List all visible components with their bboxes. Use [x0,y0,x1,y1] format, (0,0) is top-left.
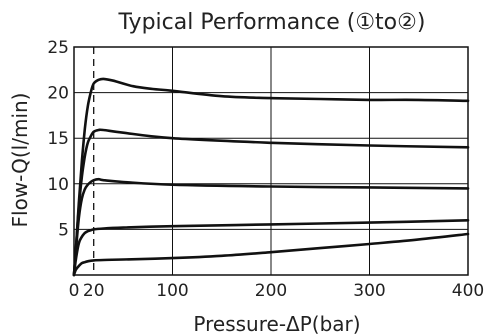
x-tick-label: 100 [156,281,188,301]
flow-curve-3 [72,177,470,277]
y-tick-label: 25 [47,38,69,58]
y-tick-label: 20 [47,84,69,104]
x-tick-label: 0 [69,281,80,301]
x-tick-label: 20 [83,281,105,301]
x-tick-label: 400 [452,281,484,301]
y-tick-label: 15 [47,129,69,149]
x-axis-ticks: 0 20 100 200 300 400 [69,281,485,301]
y-axis-ticks: 5 10 15 20 25 [47,38,69,240]
x-tick-label: 200 [255,281,287,301]
series-layer [72,77,470,277]
x-axis-label: Pressure-ΔP(bar) [193,312,360,335]
flow-curve-4 [72,219,470,277]
chart-title: Typical Performance (①to②) [118,10,426,35]
flow-curve-5 [72,232,470,277]
flow-curve-1 [72,77,470,277]
y-tick-label: 5 [58,220,69,240]
y-tick-label: 10 [47,175,69,195]
plot-frame [73,46,469,276]
x-tick-label: 300 [353,281,385,301]
flow-curve-2 [72,128,470,277]
y-axis-label: Flow-Q(l/min) [8,93,32,228]
